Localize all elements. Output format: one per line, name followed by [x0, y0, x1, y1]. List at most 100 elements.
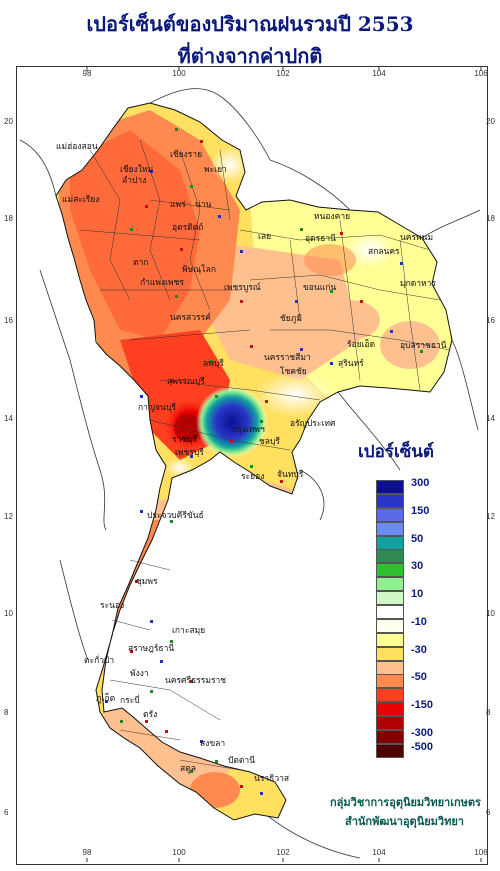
station-dot — [145, 720, 148, 723]
station-dot — [150, 620, 153, 623]
legend-title: เปอร์เซ็นต์ — [358, 442, 434, 462]
station-dot — [190, 185, 193, 188]
province-label-ratchaburi: ราชบุรี — [172, 434, 198, 445]
station-dot — [240, 300, 243, 303]
legend-swatch — [376, 480, 404, 494]
legend-swatch — [376, 743, 404, 758]
station-dot — [140, 510, 143, 513]
station-dot — [175, 128, 178, 131]
lon-tick-bottom: 106 — [474, 848, 488, 857]
legend-swatch — [376, 688, 404, 703]
lat-tick-left: 14 — [4, 414, 13, 423]
legend-swatch — [376, 605, 404, 620]
legend-swatch — [376, 660, 404, 675]
legend-label: -10 — [411, 615, 427, 628]
station-dot — [420, 350, 423, 353]
province-label-kamphaengphet: กำแพงเพชร — [140, 277, 184, 287]
legend-label: 300 — [411, 477, 430, 489]
province-label-nakhonsi: นครศรีธรรมราช — [165, 675, 226, 685]
province-label-mae_sariang: แม่สะเรียง — [62, 194, 99, 204]
legend-label: -30 — [411, 643, 427, 656]
province-label-suphanburi: สุพรรณบุรี — [167, 376, 205, 387]
province-label-phitsanulok: พิษณุโลก — [182, 264, 216, 275]
province-label-nan: น่าน — [195, 199, 212, 209]
station-dot — [300, 228, 303, 231]
legend-swatch — [376, 521, 404, 536]
province-label-udonthani: อุดรธานี — [305, 233, 336, 244]
station-dot — [260, 420, 263, 423]
province-label-phayao: พะเยา — [204, 164, 227, 174]
station-dot — [250, 465, 253, 468]
station-dot — [240, 250, 243, 253]
station-dot — [145, 205, 148, 208]
station-dot — [218, 215, 221, 218]
province-label-tak: ตาก — [133, 257, 148, 267]
station-dot — [135, 580, 138, 583]
province-label-khonkaen: ขอนแก่น — [303, 282, 336, 292]
province-label-songkhla: สงขลา — [200, 738, 225, 748]
station-dot — [140, 395, 143, 398]
legend-swatch — [376, 563, 404, 578]
station-dot — [280, 480, 283, 483]
province-label-krabi: กระบี่ — [120, 694, 140, 705]
lon-tick-bottom: 100 — [172, 848, 186, 857]
province-label-narathiwat: นราธิวาส — [254, 773, 290, 783]
province-label-mukdahan: มุกดาหาร — [400, 278, 436, 289]
legend-label: -500 — [411, 740, 434, 753]
lat-tick-right: 18 — [486, 214, 495, 223]
station-dot — [215, 395, 218, 398]
province-label-phrae: แพร่ — [170, 199, 186, 209]
lat-tick-right: 12 — [486, 512, 495, 521]
legend-label: -50 — [411, 671, 427, 684]
station-dot — [390, 330, 393, 333]
station-dot — [200, 740, 203, 743]
station-dot — [300, 348, 303, 351]
station-dot — [260, 792, 263, 795]
province-label-phetchabun: เพชรบูรณ์ — [224, 282, 261, 293]
station-dot — [360, 300, 363, 303]
province-label-kanchanaburi: กาญจนบุรี — [138, 402, 176, 413]
province-label-uttaradit: อุตรดิตถ์ — [172, 222, 203, 233]
legend-swatch — [376, 674, 404, 689]
province-label-loei: เลย — [258, 231, 271, 241]
station-dot — [130, 228, 133, 231]
station-dot — [130, 650, 133, 653]
province-label-nakhonratchasima: นครราชสีมา — [264, 352, 311, 362]
station-dot — [170, 380, 173, 383]
station-dot — [150, 690, 153, 693]
station-dot — [160, 660, 163, 663]
province-label-chokchai: โชคชัย — [280, 366, 307, 376]
province-label-ranong: ระนอง — [100, 600, 124, 610]
station-dot — [170, 520, 173, 523]
station-dot — [180, 248, 183, 251]
station-dot — [240, 785, 243, 788]
legend-swatch — [376, 591, 404, 606]
lat-tick-left: 20 — [4, 117, 13, 126]
credit-line1: กลุ่มวิชาการอุตุนิยมวิทยาเกษตร — [330, 796, 481, 809]
province-label-kapong: ตะกั่วป่า — [84, 654, 114, 665]
province-label-phetchaburi: เพชรบุรี — [175, 447, 204, 458]
lon-tick-top: 100 — [172, 69, 186, 78]
legend-swatch — [376, 730, 404, 745]
station-dot — [105, 700, 108, 703]
lat-tick-right: 6 — [486, 808, 491, 817]
station-dot — [265, 400, 268, 403]
legend-label: 50 — [411, 532, 424, 545]
legend-swatch — [376, 702, 404, 717]
lon-tick-top: 104 — [372, 69, 386, 78]
lat-tick-right: 8 — [486, 708, 491, 717]
lat-tick-right: 10 — [486, 609, 495, 618]
lon-tick-top: 106 — [474, 69, 488, 78]
legend-swatch — [376, 716, 404, 731]
credit-line2: สำนักพัฒนาอุตุนิยมวิทยา — [345, 815, 464, 828]
province-label-chumphon: ชุมพร — [136, 576, 158, 587]
station-dot — [400, 262, 403, 265]
legend-label: 30 — [411, 560, 424, 573]
legend-label: -300 — [411, 727, 434, 740]
legend-swatch — [376, 535, 404, 550]
province-label-chiangmai: เชียงใหม่ — [120, 164, 153, 174]
legend-swatch — [376, 493, 404, 508]
station-dot — [330, 290, 333, 293]
province-label-surin: สุรินทร์ — [338, 358, 364, 369]
